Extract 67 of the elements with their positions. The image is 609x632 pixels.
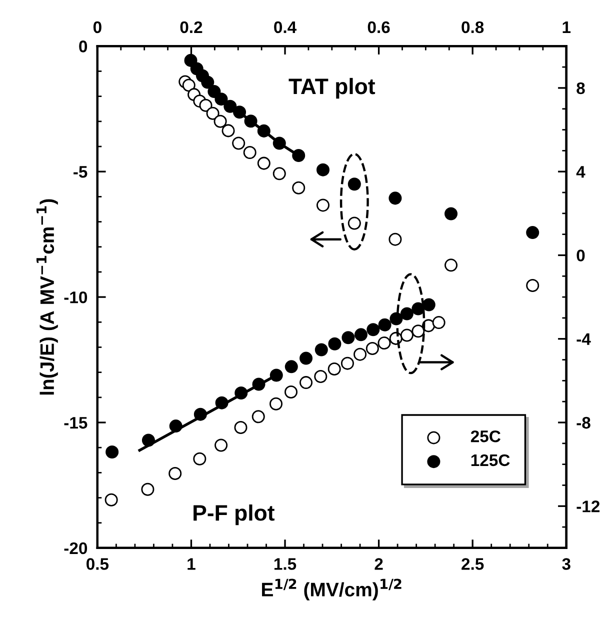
legend-label: 25C <box>470 430 500 442</box>
point <box>234 386 248 400</box>
point <box>400 307 414 320</box>
point <box>284 360 298 374</box>
point <box>366 323 380 336</box>
point <box>366 342 379 355</box>
point <box>378 318 392 332</box>
point <box>354 328 368 342</box>
point <box>328 362 341 376</box>
point <box>168 467 182 480</box>
x-axis-title: E$^{1/2}$ (MV/cm)$^{1/2}$ <box>262 578 402 600</box>
point <box>194 408 207 421</box>
point <box>252 378 266 391</box>
point <box>284 385 298 398</box>
point <box>400 328 414 342</box>
y-tick-label: -20 <box>64 542 88 554</box>
point <box>300 376 313 390</box>
x2-tick-label: 0.8 <box>462 21 484 34</box>
point <box>342 331 355 344</box>
x-tick-label: 1 <box>188 558 196 570</box>
point <box>412 302 425 316</box>
x-tick-label: 3 <box>562 558 570 570</box>
x2-tick-label: 0 <box>93 21 102 34</box>
y2-tick-label: -12 <box>576 500 600 512</box>
point <box>252 410 265 424</box>
x-tick-label: 0.5 <box>86 558 109 570</box>
point <box>193 452 206 466</box>
point <box>328 337 342 350</box>
point <box>214 438 228 452</box>
point <box>215 396 228 410</box>
point <box>412 324 425 338</box>
point <box>432 316 446 330</box>
point <box>314 370 328 383</box>
point <box>270 397 283 410</box>
point <box>354 348 367 361</box>
y2-tick-label: 0 <box>576 250 585 262</box>
y2-tick-label: -8 <box>576 416 590 429</box>
x2-tick-label: 0.2 <box>180 21 202 34</box>
y2-tick-label: 4 <box>576 166 586 178</box>
point <box>106 445 119 458</box>
point <box>314 343 328 356</box>
point <box>169 420 182 433</box>
point <box>300 352 313 365</box>
point <box>270 368 283 382</box>
x-tick-label: 2.5 <box>462 558 484 570</box>
annotation: P-F plot <box>194 504 275 526</box>
point <box>340 356 354 370</box>
point <box>141 482 154 496</box>
y2-tick-label: 8 <box>576 82 585 94</box>
point <box>234 421 248 434</box>
x2-tick-label: 0.6 <box>368 21 390 34</box>
y-tick-label: -15 <box>64 417 88 429</box>
point <box>378 336 391 350</box>
point <box>422 298 436 312</box>
point <box>142 434 155 447</box>
y-tick-label: 0 <box>79 40 88 52</box>
x-tick-label: 1.5 <box>274 558 296 570</box>
x-tick-label: 2 <box>374 558 383 570</box>
y-axis-title: ln(J/E) (A MV$^{−1}$cm$^{−1}$) <box>36 199 58 395</box>
y-tick-label: -5 <box>74 166 88 178</box>
point <box>104 493 118 506</box>
y2-tick-label: -4 <box>576 333 591 345</box>
x2-tick-label: 0.4 <box>274 21 297 34</box>
legend-label: 125C <box>471 454 510 466</box>
annotation: TAT plot <box>288 78 376 99</box>
y-tick-label: -10 <box>64 291 88 304</box>
x2-tick-label: 1 <box>562 21 571 33</box>
